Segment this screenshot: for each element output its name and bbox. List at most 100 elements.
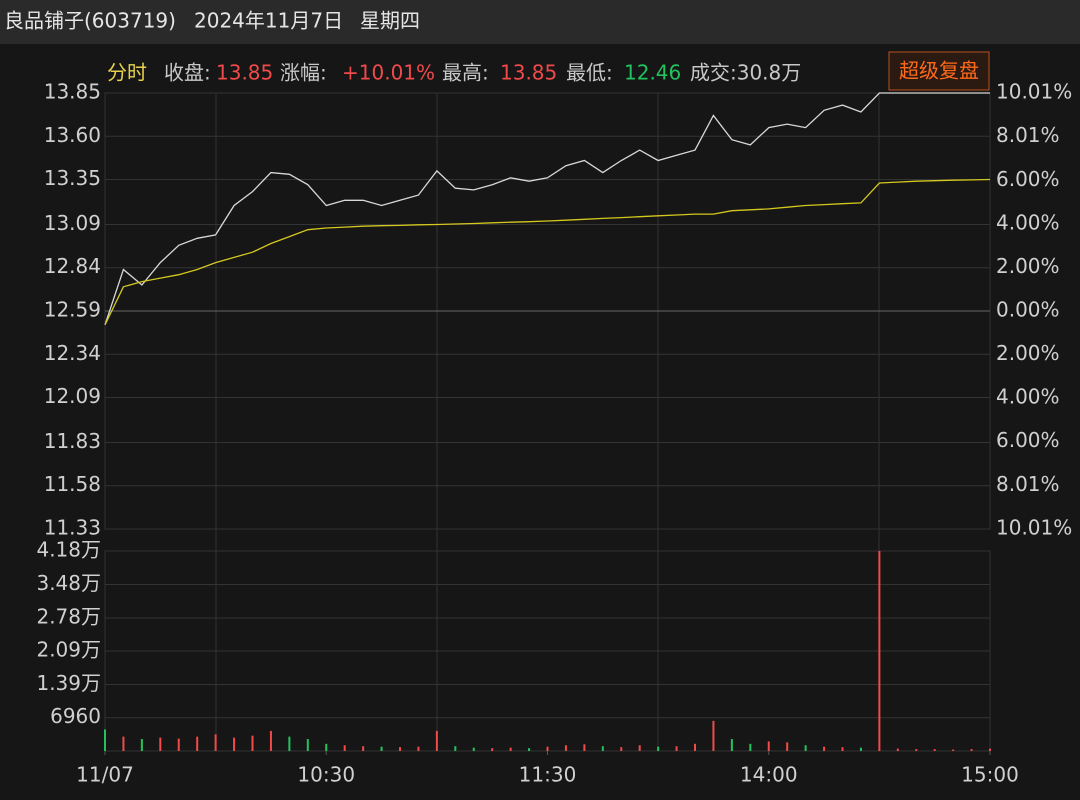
review-button-label[interactable]: 超级复盘 — [899, 59, 979, 83]
volume-bar — [657, 746, 660, 751]
volume-bar — [233, 737, 236, 751]
volume-bar — [417, 746, 420, 751]
mode: 分时 — [107, 61, 147, 85]
stock-title: 良品铺子(603719) — [4, 9, 176, 33]
volume-bar — [159, 737, 162, 751]
y-tick-label: 3.48万 — [36, 571, 101, 595]
volume-bar — [694, 743, 696, 751]
change-label: 涨幅: — [280, 61, 327, 85]
x-tick-label: 11:30 — [519, 763, 577, 787]
header-bar — [0, 0, 1080, 44]
y2-tick-label: 0.00% — [996, 298, 1060, 322]
series-line — [104, 92, 990, 326]
volume-bar — [380, 746, 383, 751]
high-label: 最高: — [442, 61, 489, 85]
y-tick-label: 12.59 — [44, 298, 101, 322]
volume-bar — [841, 747, 844, 751]
y2-tick-label: 6.00% — [996, 428, 1060, 452]
volume-bar — [915, 749, 918, 751]
series-line — [104, 178, 991, 326]
volume-bar — [601, 746, 604, 751]
y-tick-label: 11.83 — [44, 429, 101, 453]
volume-total: 成交:30.8万 — [690, 61, 801, 85]
close: 13.85 — [216, 61, 273, 85]
date: 2024年11月7日 — [194, 9, 343, 33]
volume-bar — [823, 746, 826, 751]
x-tick-label: 11/07 — [76, 763, 134, 787]
review-button[interactable] — [888, 51, 990, 91]
x-tick-label: 15:00 — [961, 763, 1019, 787]
volume-bar — [435, 730, 438, 751]
y-tick-label: 1.39万 — [36, 671, 101, 695]
volume-bar — [583, 744, 586, 751]
x-tick-label: 10:30 — [297, 763, 355, 787]
y-tick-label: 13.35 — [44, 166, 101, 190]
volume-bar — [730, 739, 733, 751]
y-tick-label: 6960 — [50, 704, 101, 728]
volume-bar — [786, 742, 789, 751]
volume-bar — [214, 734, 217, 751]
volume-bar — [970, 749, 973, 751]
y-tick-label: 12.84 — [44, 254, 101, 278]
volume-bar — [878, 551, 881, 751]
change: +10.01% — [342, 61, 435, 85]
volume-bar — [952, 749, 955, 751]
volume-bar — [454, 746, 457, 751]
y-tick-label: 2.78万 — [36, 604, 101, 628]
y2-tick-label: 8.01% — [996, 123, 1060, 147]
volume-bar — [288, 736, 291, 751]
volume-bar — [933, 749, 936, 751]
volume-bar — [767, 741, 770, 751]
low: 12.46 — [624, 61, 681, 85]
volume-bar — [859, 747, 862, 751]
volume-bar — [306, 739, 309, 751]
y-tick-label: 11.58 — [44, 472, 101, 496]
volume-bar — [528, 748, 531, 751]
y2-tick-label: 10.01% — [996, 516, 1072, 540]
volume-bar — [196, 736, 199, 751]
low-label: 最低: — [566, 61, 613, 85]
high: 13.85 — [500, 61, 557, 85]
volume-bar — [675, 746, 678, 751]
y-tick-label: 4.18万 — [36, 538, 101, 562]
volume-bar — [251, 735, 254, 751]
weekday: 星期四 — [360, 9, 420, 33]
volume-bar — [749, 743, 752, 751]
volume-bar — [269, 730, 272, 751]
volume-bar — [546, 746, 549, 751]
y2-tick-label: 6.00% — [996, 167, 1060, 191]
volume-bar — [325, 743, 328, 751]
volume-bar — [989, 748, 991, 751]
y2-tick-label: 2.00% — [996, 254, 1060, 278]
y-tick-label: 13.85 — [44, 80, 101, 104]
y-tick-label: 13.60 — [44, 123, 101, 147]
volume-bar — [620, 747, 623, 751]
volume-bar — [472, 747, 475, 751]
volume-bar — [399, 747, 401, 751]
y-tick-label: 11.33 — [44, 516, 101, 540]
y-tick-label: 12.34 — [44, 341, 101, 365]
y2-tick-label: 4.00% — [996, 210, 1060, 234]
volume-bar — [896, 748, 899, 751]
volume-bar — [140, 739, 143, 751]
y-tick-label: 13.09 — [44, 211, 101, 235]
volume-bar — [712, 720, 715, 751]
volume-bar — [509, 747, 512, 751]
y-tick-label: 12.09 — [44, 384, 101, 408]
volume-bar — [104, 729, 106, 751]
volume-bar — [122, 736, 125, 751]
y2-tick-label: 4.00% — [996, 385, 1060, 409]
volume-bar — [638, 745, 641, 751]
volume-bar — [804, 745, 807, 751]
close-label: 收盘: — [164, 61, 211, 85]
volume-bar — [362, 746, 365, 751]
volume-bar — [491, 748, 494, 751]
volume-bar — [343, 745, 346, 751]
volume-bar — [564, 745, 567, 751]
y2-tick-label: 8.01% — [996, 472, 1060, 496]
y2-tick-label: 10.01% — [996, 80, 1072, 104]
y2-tick-label: 2.00% — [996, 341, 1060, 365]
y-tick-label: 2.09万 — [36, 638, 101, 662]
x-tick-label: 14:00 — [740, 763, 798, 787]
